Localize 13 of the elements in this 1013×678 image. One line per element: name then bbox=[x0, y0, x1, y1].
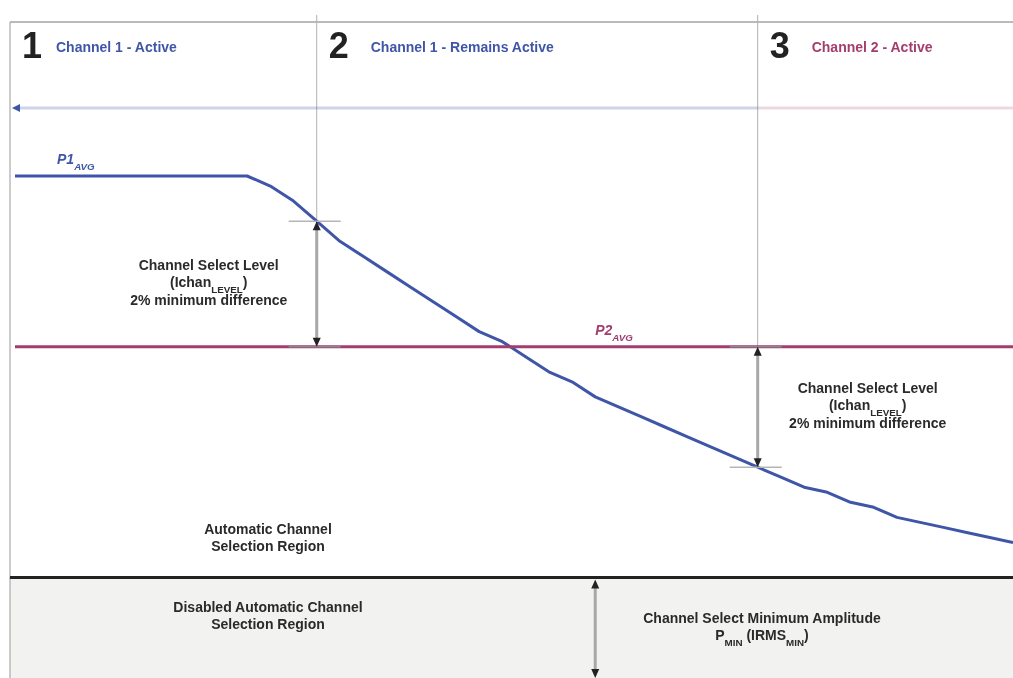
annotation: Channel Select Level (Ichan$_{LEVEL}$) 2% minimum difference bbox=[130, 256, 288, 308]
text: Channel 2 - Active bbox=[811, 39, 933, 55]
ref-line-label: Channel Select Minimum Amplitude P$_{MIN}$ (IRMS$_{MIN}$) bbox=[643, 609, 881, 648]
text: Channel 1 - Remains Active bbox=[370, 39, 555, 55]
text: 1 bbox=[22, 25, 43, 66]
series-label: P2$_{AVG}$ bbox=[595, 321, 634, 343]
annotation: Channel Select Level (Ichan$_{LEVEL}$) 2% minimum difference bbox=[789, 379, 947, 431]
text: 3 bbox=[769, 25, 790, 66]
series-label: P1$_{AVG}$ bbox=[57, 151, 96, 172]
text: Channel 1 - Active bbox=[56, 39, 178, 55]
text: 2 bbox=[328, 25, 349, 66]
annotation: Automatic Channel Selection Region bbox=[204, 520, 332, 555]
band-label: Disabled Automatic Channel Selection Region bbox=[173, 598, 363, 633]
